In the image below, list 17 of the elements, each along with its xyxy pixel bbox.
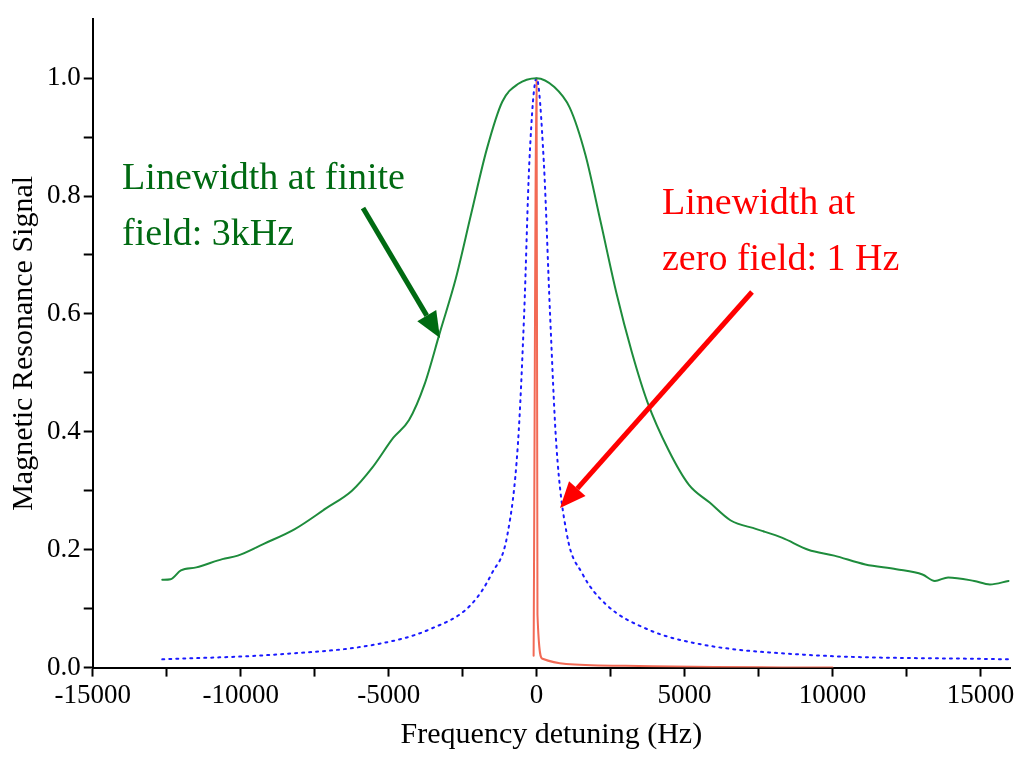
x-axis-title: Frequency detuning (Hz) bbox=[400, 715, 703, 750]
y-axis-title: Magnetic Resonance Signal bbox=[4, 175, 38, 511]
x-tick-label: -5000 bbox=[357, 678, 421, 709]
x-tick-label: 5000 bbox=[657, 678, 712, 709]
x-tick-label: 15000 bbox=[946, 678, 1015, 709]
y-tick-label: 1.0 bbox=[47, 61, 81, 92]
x-tick-label: 0 bbox=[529, 678, 544, 709]
y-tick-label: 0.4 bbox=[47, 414, 82, 445]
x-tick-label: -10000 bbox=[202, 678, 279, 709]
annotation: Linewidth at finite field: 3kHz bbox=[122, 153, 406, 255]
y-tick-label: 0.0 bbox=[47, 650, 81, 681]
x-tick-label: -15000 bbox=[54, 678, 131, 709]
x-tick-label: 10000 bbox=[798, 678, 867, 709]
annotation: Linewidth at zero field: 1 Hz bbox=[662, 179, 901, 280]
y-tick-label: 0.2 bbox=[47, 532, 81, 563]
y-tick-label: 0.6 bbox=[47, 297, 81, 328]
y-tick-label: 0.8 bbox=[47, 179, 81, 210]
